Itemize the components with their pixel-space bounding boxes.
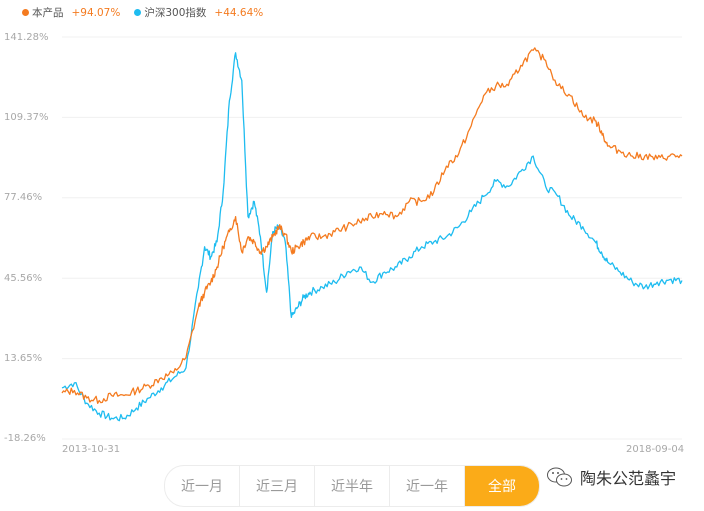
range-1-year-button[interactable]: 近一年 [390,466,465,506]
y-tick-label: 141.28% [4,32,49,43]
legend-item-index[interactable]: 沪深300指数 +44.64% [134,5,263,20]
y-tick-label: 109.37% [4,112,49,123]
index-dot-icon [134,9,142,16]
range-1-month-button[interactable]: 近一月 [165,466,240,506]
legend-change-index: +44.64% [214,6,264,19]
wechat-icon [547,467,572,487]
x-axis-start-label: 2013-10-31 [62,444,121,455]
legend-label-product: 本产品 [32,7,64,19]
range-3-months-button[interactable]: 近三月 [240,466,315,506]
watermark-text: 陶朱公范蠡宇 [580,469,677,488]
legend-label-index: 沪深300指数 [144,7,207,19]
y-tick-label: 45.56% [4,273,43,284]
product-line [61,47,683,404]
range-all-button[interactable]: 全部 [465,466,539,506]
legend-item-product[interactable]: 本产品 +94.07% [22,5,120,20]
y-tick-label: 77.46% [4,192,43,203]
gridlines [62,36,682,440]
y-tick-label: 13.65% [4,353,43,364]
x-axis-end-label: 2018-09-04 [626,444,685,455]
y-tick-label: -18.26% [4,433,46,444]
index-line [61,52,683,422]
chart-legend: 本产品 +94.07% 沪深300指数 +44.64% [22,5,273,20]
watermark: 陶朱公范蠡宇 [546,465,676,489]
range-selector: 近一月 近三月 近半年 近一年 全部 [164,465,540,507]
range-6-months-button[interactable]: 近半年 [315,466,390,506]
legend-change-product: +94.07% [71,6,121,19]
product-dot-icon [22,9,29,16]
